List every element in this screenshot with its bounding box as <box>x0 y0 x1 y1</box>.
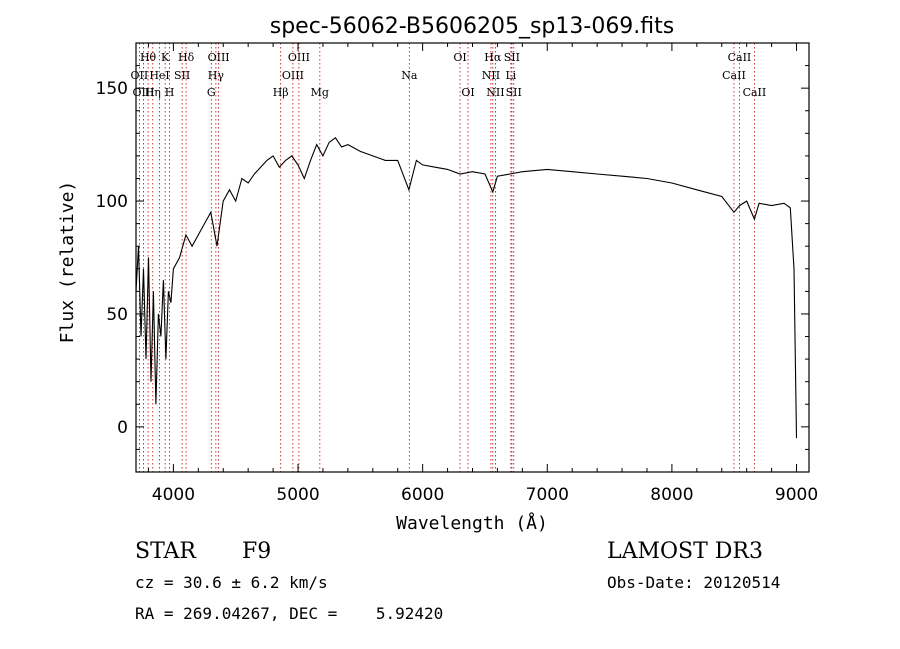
x-axis: 4000 5000 6000 7000 8000 9000 <box>147 43 818 505</box>
line-label-9: OIII <box>208 51 230 64</box>
line-label-21: NII <box>486 86 504 99</box>
line-label-7: SII <box>174 69 190 82</box>
line-label-16: Na <box>401 69 418 82</box>
object-class: STAR <box>135 539 196 564</box>
y-tick-label: 0 <box>117 418 128 438</box>
line-label-12: Hβ <box>273 86 289 99</box>
line-label-13: OIII <box>288 51 310 64</box>
line-label-11: G <box>207 86 216 99</box>
y-axis-label: Flux (relative) <box>57 181 78 344</box>
line-label-0: Hθ <box>140 51 157 64</box>
line-label-2: OIII <box>132 86 154 99</box>
y-tick-label: 50 <box>106 305 128 325</box>
object-subclass: F9 <box>242 539 272 564</box>
line-label-14: OIII <box>282 69 304 82</box>
redshift-text: cz = 30.6 ± 6.2 km/s <box>135 573 328 592</box>
plot-frame <box>135 42 810 473</box>
line-label-15: Mg <box>311 86 329 99</box>
observation-date: Obs-Date: 20120514 <box>607 573 781 592</box>
x-tick-label: 5000 <box>276 485 319 505</box>
line-label-5: Hη <box>145 86 161 99</box>
line-markers <box>138 43 755 472</box>
coordinates-text: RA = 269.04267, DEC = 5.92420 <box>135 604 444 623</box>
line-label-17: OI <box>453 51 466 64</box>
y-tick-label: 100 <box>96 192 128 212</box>
line-labels: Hθ OII OIII K HeI Hη H SII Hδ OIII Hγ G Hβ OIII OIII Mg… <box>131 51 767 99</box>
line-label-22: SII <box>504 51 520 64</box>
line-label-19: Hα <box>484 51 502 64</box>
line-label-20: NII <box>482 69 500 82</box>
survey-name: LAMOST DR3 <box>607 539 763 564</box>
x-tick-label: 6000 <box>401 485 444 505</box>
line-label-4: HeI <box>149 69 169 82</box>
x-tick-label: 7000 <box>526 485 569 505</box>
line-label-25: CaII <box>728 51 752 64</box>
line-label-27: CaII <box>743 86 767 99</box>
line-label-8: Hδ <box>178 51 195 64</box>
spectrum-line <box>135 137 798 439</box>
x-tick-label: 4000 <box>152 485 195 505</box>
line-label-3: K <box>161 51 170 64</box>
line-label-6: H <box>165 86 175 99</box>
x-tick-label: 9000 <box>775 485 818 505</box>
line-label-10: Hγ <box>208 69 225 82</box>
line-label-26: CaII <box>722 69 746 82</box>
x-tick-label: 8000 <box>650 485 693 505</box>
line-label-1: OII <box>131 69 149 82</box>
y-tick-label: 150 <box>96 79 128 99</box>
y-axis: 0 50 100 150 <box>96 65 809 450</box>
chart-title: spec-56062-B5606205_sp13-069.fits <box>270 14 675 39</box>
line-label-18: OI <box>461 86 474 99</box>
line-label-24: SII <box>506 86 522 99</box>
line-label-23: Li <box>505 69 516 82</box>
x-axis-label: Wavelength (Å) <box>396 512 548 534</box>
